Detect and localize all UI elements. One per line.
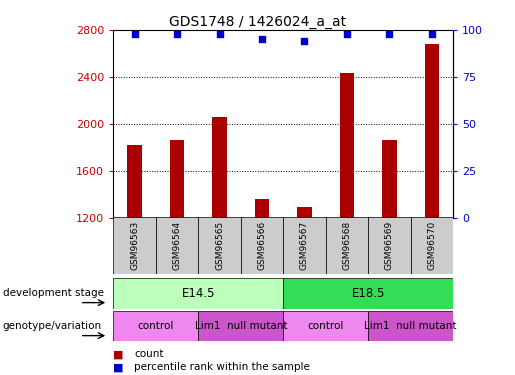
Point	[343, 31, 351, 37]
Point	[173, 31, 181, 37]
Bar	[113, 278, 283, 309]
Point	[300, 38, 308, 44]
Text: GSM96567: GSM96567	[300, 221, 309, 270]
Bar	[410, 217, 453, 274]
Text: GSM96568: GSM96568	[342, 221, 351, 270]
Text: GSM96564: GSM96564	[173, 221, 181, 270]
Bar	[241, 217, 283, 274]
Bar	[339, 74, 354, 217]
Bar	[297, 207, 312, 218]
Text: E14.5: E14.5	[181, 287, 215, 300]
Text: GSM96565: GSM96565	[215, 221, 224, 270]
Text: development stage: development stage	[3, 288, 104, 298]
Point	[130, 31, 139, 37]
Text: GSM96566: GSM96566	[258, 221, 266, 270]
Point	[385, 31, 393, 37]
Text: E18.5: E18.5	[352, 287, 385, 300]
Bar	[368, 217, 410, 274]
Text: control: control	[307, 321, 344, 331]
Text: count: count	[134, 350, 163, 359]
Text: ■: ■	[113, 350, 124, 359]
Text: genotype/variation: genotype/variation	[3, 321, 101, 331]
Text: percentile rank within the sample: percentile rank within the sample	[134, 363, 310, 372]
Bar	[169, 140, 184, 218]
Bar	[283, 217, 325, 274]
Bar	[424, 44, 439, 218]
Text: GDS1748 / 1426024_a_at: GDS1748 / 1426024_a_at	[169, 15, 346, 29]
Point	[258, 36, 266, 42]
Point	[215, 31, 224, 37]
Bar	[113, 311, 198, 341]
Bar	[198, 217, 241, 274]
Bar	[382, 140, 397, 218]
Bar	[113, 217, 156, 274]
Bar	[283, 311, 368, 341]
Bar	[156, 217, 198, 274]
Bar	[212, 117, 227, 218]
Text: GSM96563: GSM96563	[130, 221, 139, 270]
Bar	[198, 311, 283, 341]
Bar	[368, 311, 453, 341]
Text: Lim1  null mutant: Lim1 null mutant	[195, 321, 287, 331]
Text: GSM96570: GSM96570	[427, 221, 436, 270]
Bar	[127, 145, 142, 218]
Text: GSM96569: GSM96569	[385, 221, 394, 270]
Point	[428, 31, 436, 37]
Bar	[325, 217, 368, 274]
Text: control: control	[138, 321, 174, 331]
Text: ■: ■	[113, 363, 124, 372]
Bar	[254, 199, 269, 217]
Bar	[283, 278, 453, 309]
Text: Lim1  null mutant: Lim1 null mutant	[365, 321, 457, 331]
